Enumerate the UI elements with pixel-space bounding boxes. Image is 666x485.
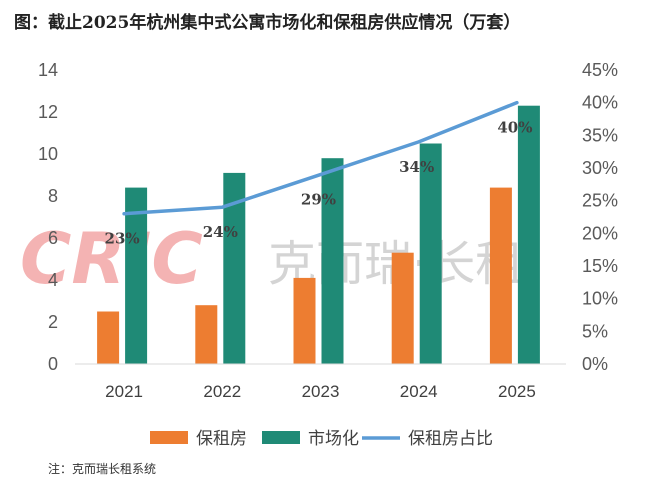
legend-item-1: 保租房 [150, 429, 247, 449]
left-tick-label: 0 [48, 354, 58, 374]
data-label-share-2025: 40% [497, 119, 532, 137]
bar-market-2024 [419, 143, 442, 364]
bar-market-2022 [223, 172, 246, 364]
x-axis: 2021 2022 2023 2024 2025 [105, 382, 536, 401]
legend-swatch [262, 431, 300, 444]
line-affordable-share [122, 100, 519, 216]
x-tick-label: 2025 [498, 382, 536, 401]
bar-affordable-2025 [489, 187, 512, 364]
bar-affordable-2023 [293, 277, 316, 364]
right-tick-label: 40% [582, 93, 618, 113]
legend-label: 市场化 [308, 429, 359, 449]
right-axis: 0% 5% 10% 15% 20% 25% 30% 35% 40% 45% [582, 60, 618, 374]
legend-item-3: 保租房占比 [362, 429, 493, 449]
legend: 保租房 市场化 保租房占比 [150, 429, 493, 449]
x-tick-label: 2021 [105, 382, 143, 401]
left-axis: 0 2 4 6 8 10 12 14 [38, 60, 58, 374]
bar-market-2021 [125, 187, 148, 364]
bar-affordable-2022 [195, 305, 218, 364]
bar-affordable-2024 [391, 252, 414, 364]
bars [97, 105, 540, 364]
x-tick-label: 2023 [302, 382, 340, 401]
right-tick-label: 0% [582, 354, 608, 374]
right-tick-label: 5% [582, 321, 608, 341]
left-tick-label: 10 [38, 144, 58, 164]
source-note: 注：克而瑞长租系统 [48, 462, 157, 476]
left-tick-label: 14 [38, 60, 58, 80]
data-label-share-2022: 24% [203, 223, 238, 241]
left-tick-label: 12 [38, 102, 58, 122]
right-tick-label: 25% [582, 191, 618, 211]
line-series: 23% 24% 29% 34% 40% [105, 100, 532, 248]
right-tick-label: 35% [582, 125, 618, 145]
right-tick-label: 20% [582, 223, 618, 243]
left-tick-label: 6 [48, 228, 58, 248]
x-tick-label: 2024 [400, 382, 438, 401]
left-tick-label: 4 [48, 270, 58, 290]
legend-swatch [150, 431, 188, 444]
watermark: CRIC 克而瑞·长租 [20, 218, 523, 300]
bar-market-2023 [321, 158, 344, 364]
legend-item-2: 市场化 [262, 429, 359, 449]
data-label-share-2021: 23% [105, 230, 140, 248]
right-tick-label: 10% [582, 289, 618, 309]
legend-label: 保租房 [196, 429, 247, 449]
right-tick-label: 45% [582, 60, 618, 80]
data-label-share-2023: 29% [301, 191, 336, 209]
data-label-share-2024: 34% [399, 158, 434, 176]
chart-title: 图：截止2025年杭州集中式公寓市场化和保租房供应情况（万套） [14, 13, 521, 33]
legend-label: 保租房占比 [408, 429, 493, 449]
watermark-logo: CRIC [20, 218, 203, 300]
left-tick-label: 2 [48, 312, 58, 332]
right-tick-label: 15% [582, 256, 618, 276]
right-tick-label: 30% [582, 158, 618, 178]
x-tick-label: 2022 [203, 382, 241, 401]
bar-market-2025 [517, 105, 540, 364]
left-tick-label: 8 [48, 186, 58, 206]
bar-affordable-2021 [97, 311, 120, 364]
